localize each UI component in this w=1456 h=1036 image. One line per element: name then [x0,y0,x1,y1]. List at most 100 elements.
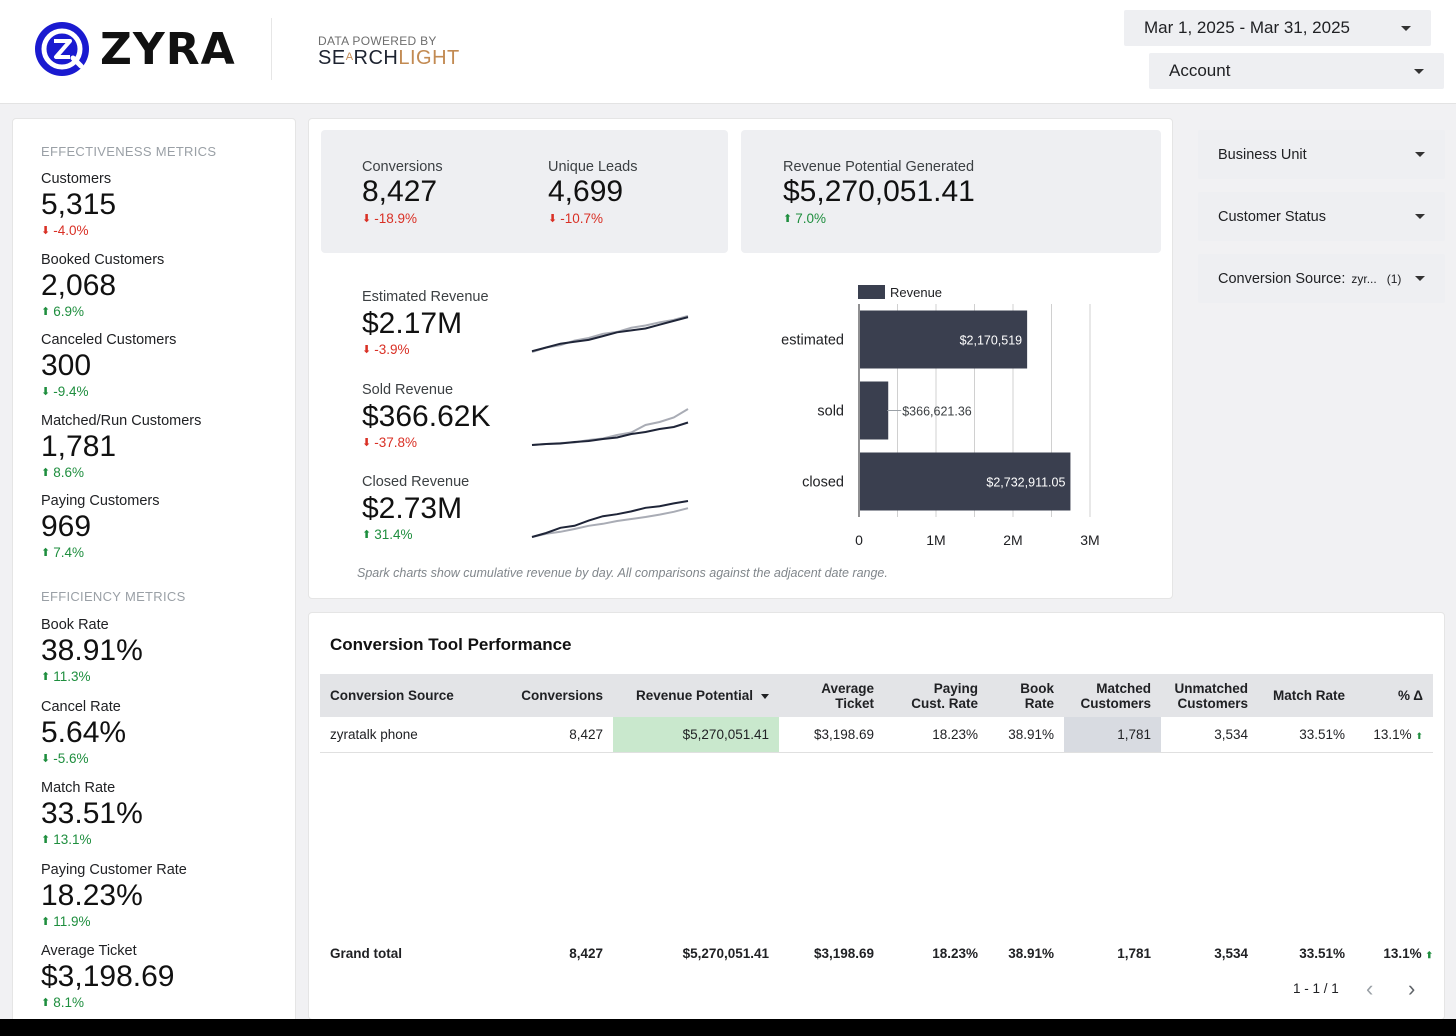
legend-label: Revenue [890,285,942,300]
col-book-rate[interactable]: Book Rate [988,674,1064,717]
bar-sold [860,381,889,440]
powered-by-label: DATA POWERED BY [318,34,437,48]
conversion-source-label: Conversion Source: zyr... (1) [1218,270,1402,287]
closed-spark-previous-line [531,507,689,538]
col-matched-customers[interactable]: Matched Customers [1064,674,1161,717]
zyra-logo-icon [35,22,89,76]
efficiency-metric-paying-customer-rate: Paying Customer Rate 18.23% ⬆ 11.9% [41,861,187,929]
effectiveness-metric-booked-customers: Booked Customers 2,068 ⬆ 6.9% [41,251,165,319]
brand-name: ZYRA [100,24,236,75]
col-unmatched-customers[interactable]: Unmatched Customers [1161,674,1258,717]
bar-closed [860,452,1071,511]
metrics-sidebar [12,118,296,1032]
account-filter-label: Account [1169,61,1231,80]
closed-spark-current-line [531,500,689,538]
business-unit-label: Business Unit [1218,146,1307,163]
closed-revenue-sparkline [531,500,689,538]
account-filter[interactable]: Account [1149,53,1444,89]
category-label-closed: closed [802,475,844,491]
pagination-status: 1 - 1 / 1 [1293,981,1339,996]
efficiency-title: EFFICIENCY METRICS [41,589,186,604]
data-label-closed: $2,732,911.05 [986,476,1065,490]
col-paying-cust-rate[interactable]: Paying Cust. Rate [884,674,988,717]
searchlight-glyph: A [345,51,354,63]
chevron-down-icon [1415,214,1425,219]
chevron-down-icon [1415,276,1425,281]
estimated-spark-current-line [531,316,689,353]
efficiency-metric-match-rate: Match Rate 33.51% ⬆ 13.1% [41,780,143,847]
bottom-bar [0,1019,1456,1036]
x-tick-label: 0 [855,532,863,548]
kpi-box-revenue-potential [741,130,1161,253]
sold-revenue: Sold Revenue $366.62K ⬇ -37.8% [362,382,491,450]
estimated-spark-previous-line [531,315,689,353]
efficiency-metric-book-rate: Book Rate 38.91% ⬆ 11.3% [41,617,143,684]
customer-status-label: Customer Status [1218,208,1326,225]
kpi-unique-leads: Unique Leads 4,699 ⬇ -10.7% [548,159,638,226]
arrow-up-icon: ⬆ [41,305,51,318]
arrow-down-icon: ⬇ [548,213,558,225]
customer-status-filter[interactable]: Customer Status [1198,192,1445,241]
arrow-up-icon: ⬆ [1415,730,1423,741]
arrow-down-icon: ⬇ [362,437,372,449]
searchlight-logo: SEARCHLIGHT [318,47,460,69]
prev-page-icon[interactable]: ‹ [1366,976,1374,1001]
table-title: Conversion Tool Performance [330,635,572,654]
estimated-revenue-sparkline [531,315,689,353]
arrow-up-icon: ⬆ [362,529,372,541]
closed-revenue: Closed Revenue $2.73M ⬆ 31.4% [362,474,470,542]
data-label-sold: $366,621.36 [902,405,972,419]
arrow-down-icon: ⬇ [41,752,51,765]
x-tick-label: 3M [1080,532,1099,548]
efficiency-metric-cancel-rate: Cancel Rate 5.64% ⬇ -5.6% [41,698,127,766]
effectiveness-title: EFFECTIVENESS METRICS [41,144,217,159]
arrow-up-icon: ⬆ [41,915,51,928]
category-label-sold: sold [817,404,844,420]
sold-revenue-sparkline [531,408,689,446]
conversion-source-filter[interactable]: Conversion Source: zyr... (1) [1198,254,1445,303]
col-pct-delta[interactable]: % Δ [1355,674,1433,717]
business-unit-filter[interactable]: Business Unit [1198,130,1445,179]
arrow-up-icon: ⬆ [41,834,51,846]
col-average-ticket[interactable]: Average Ticket [779,674,884,717]
conversion-table: Conversion Source Conversions Revenue Po… [320,674,1433,753]
effectiveness-metric-matched-run-customers: Matched/Run Customers 1,781 ⬆ 8.6% [41,412,202,480]
effectiveness-metric-paying-customers: Paying Customers 969 ⬆ 7.4% [41,493,160,560]
kpi-conversions: Conversions 8,427 ⬇ -18.9% [362,159,443,226]
arrow-down-icon: ⬇ [41,225,51,237]
grand-total-row: Grand total 8,427 $5,270,051.41 $3,198.6… [330,946,1433,961]
col-match-rate[interactable]: Match Rate [1258,674,1355,717]
chevron-down-icon [1415,152,1425,157]
arrow-down-icon: ⬇ [41,386,51,398]
arrow-up-icon: ⬆ [41,547,51,559]
data-label-estimated: $2,170,519 [960,334,1023,348]
arrow-up-icon: ⬆ [41,466,51,479]
category-label-estimated: estimated [781,333,844,349]
chevron-down-icon [1414,68,1424,74]
sold-spark-current-line [531,421,689,446]
col-conversion-source[interactable]: Conversion Source [320,674,490,717]
arrow-up-icon: ⬆ [41,997,51,1009]
effectiveness-metric-customers: Customers 5,315 ⬇ -4.0% [41,171,117,238]
header-divider [271,18,272,80]
efficiency-metric-average-ticket: Average Ticket $3,198.69 ⬆ 8.1% [41,943,175,1010]
x-tick-label: 2M [1003,532,1022,548]
arrow-up-icon: ⬆ [783,213,793,225]
arrow-down-icon: ⬇ [362,213,372,225]
col-revenue-potential[interactable]: Revenue Potential [613,674,779,717]
table-row[interactable]: zyratalk phone 8,427 $5,270,051.41 $3,19… [320,717,1433,753]
arrow-up-icon: ⬆ [41,671,51,683]
arrow-down-icon: ⬇ [362,344,372,356]
effectiveness-metric-canceled-customers: Canceled Customers 300 ⬇ -9.4% [41,332,177,399]
kpi-box-conversions [321,130,728,253]
bar-estimated [860,310,1028,369]
date-range-picker[interactable]: Mar 1, 2025 - Mar 31, 2025 [1124,10,1431,46]
footnote: Spark charts show cumulative revenue by … [357,566,888,580]
arrow-up-icon: ⬆ [1425,950,1433,960]
sort-desc-icon [761,693,769,699]
col-conversions[interactable]: Conversions [490,674,613,717]
chevron-down-icon [1401,25,1411,31]
date-range-value: Mar 1, 2025 - Mar 31, 2025 [1144,18,1351,37]
next-page-icon[interactable]: › [1408,976,1416,1001]
header: ZYRA DATA POWERED BY SEARCHLIGHT Mar 1, … [0,0,1456,104]
